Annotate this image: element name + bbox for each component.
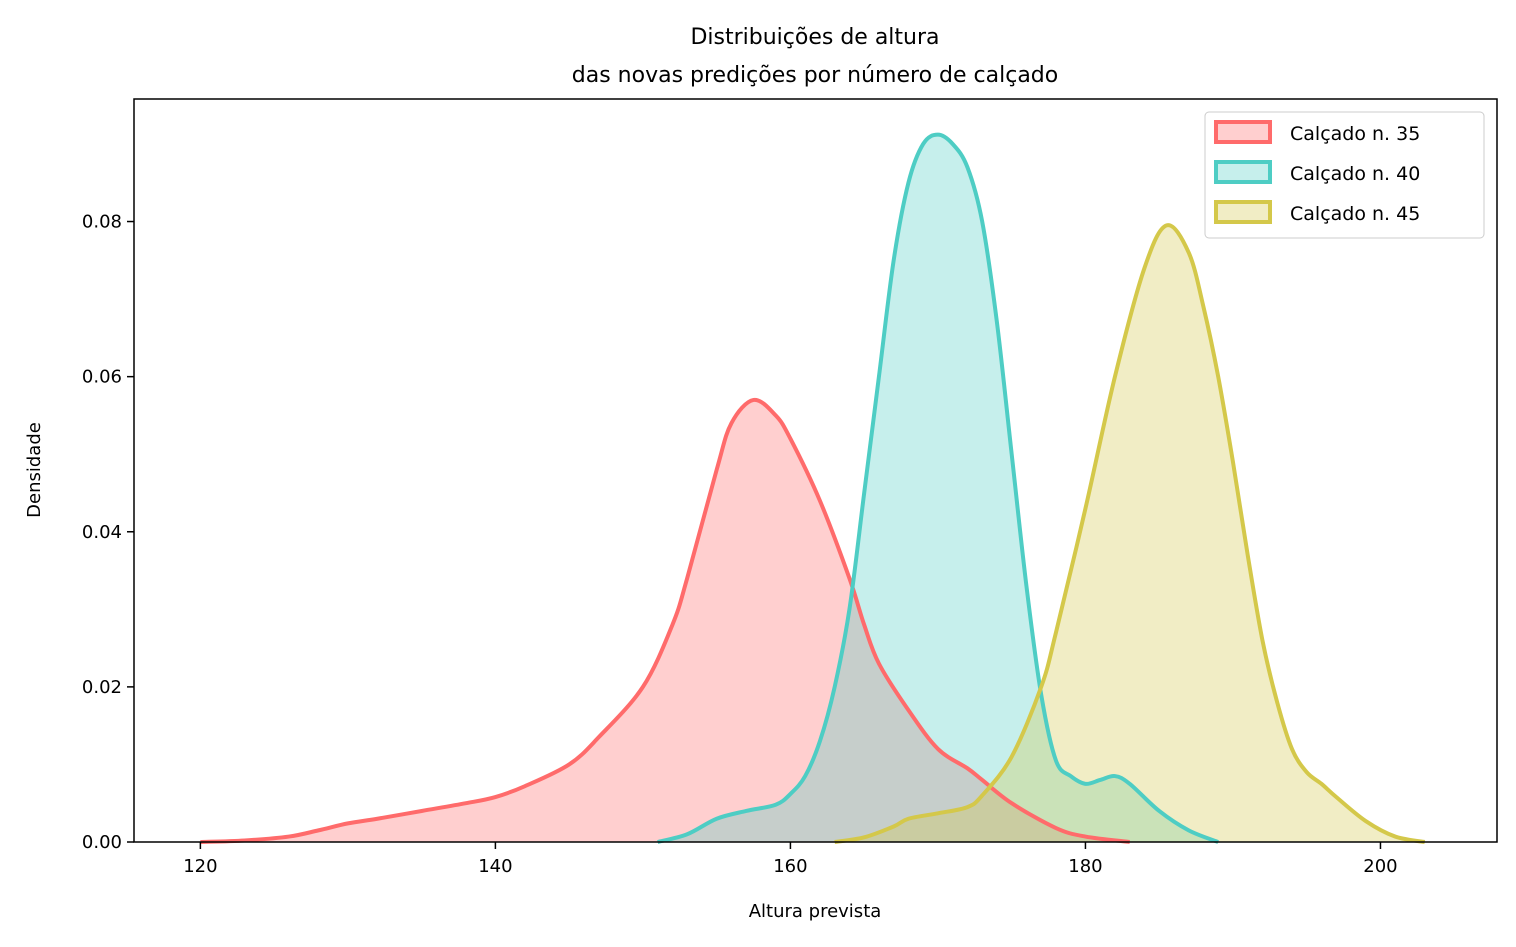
legend-swatch-0 (1214, 120, 1272, 144)
y-axis-label: Densidade (24, 422, 45, 518)
legend-label-2: Calçado n. 45 (1290, 203, 1420, 225)
y-axis: 0.00 0.02 0.04 0.06 0.08 (82, 212, 134, 853)
chart-title-line-1: Distribuições de altura (690, 25, 939, 50)
x-tick-label: 160 (773, 856, 807, 877)
x-tick-label: 140 (478, 856, 512, 877)
legend-label-1: Calçado n. 40 (1290, 163, 1420, 185)
x-tick-label: 200 (1363, 856, 1397, 877)
x-tick-label: 180 (1068, 856, 1102, 877)
y-tick-label: 0.02 (82, 677, 122, 698)
chart-title-line-2: das novas predições por número de calçad… (572, 63, 1058, 88)
y-tick-label: 0.06 (82, 367, 122, 388)
y-tick-label: 0.00 (82, 832, 122, 853)
y-tick-label: 0.08 (82, 212, 122, 233)
y-tick-label: 0.04 (82, 522, 122, 543)
series-fill-2 (834, 225, 1425, 843)
legend-frame (1204, 111, 1485, 239)
x-tick-label: 120 (183, 856, 217, 877)
plot-frame (133, 98, 1498, 843)
x-axis: 120 140 160 180 200 (183, 842, 1398, 877)
series-fill-1 (657, 134, 1219, 843)
series-fill-0 (200, 399, 1130, 842)
legend-swatch-1 (1214, 160, 1272, 184)
series-layer (200, 132, 1426, 844)
series-line-2 (834, 223, 1426, 844)
series-line-1 (657, 132, 1219, 844)
legend-swatch-2 (1214, 200, 1272, 224)
legend-label-0: Calçado n. 35 (1290, 123, 1420, 145)
legend: Calçado n. 35 Calçado n. 40 Calçado n. 45 (1204, 111, 1485, 239)
x-axis-label: Altura prevista (749, 901, 882, 922)
series-line-0 (200, 397, 1130, 844)
